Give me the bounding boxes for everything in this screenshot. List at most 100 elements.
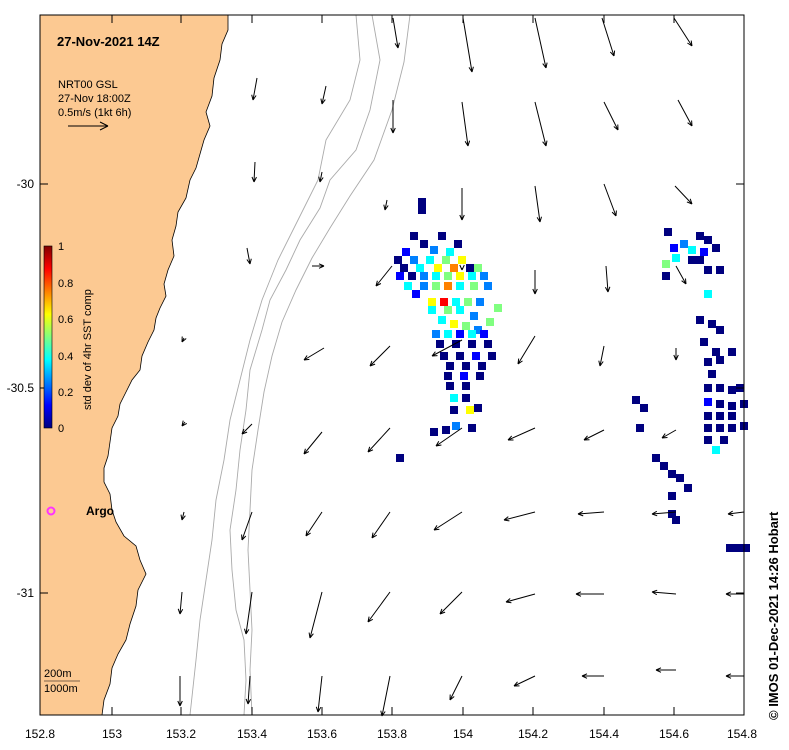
current-vector-arrow [651, 510, 677, 517]
current-vector-arrow [534, 185, 542, 223]
colorbar-tick: 0.4 [58, 351, 73, 363]
current-vector-arrow [505, 593, 536, 604]
current-vector-arrow [320, 85, 327, 105]
current-vector-arrow [575, 591, 604, 597]
current-vector-arrow [727, 510, 745, 517]
current-vector-arrow [303, 347, 325, 361]
vector-time-label: 27-Nov 18:00Z [58, 93, 131, 105]
vector-scale-label: 0.5m/s (1kt 6h) [58, 107, 131, 119]
x-tick-label: 153.4 [237, 727, 267, 741]
axis-ticks [39, 15, 745, 715]
current-vector-arrow [369, 345, 391, 367]
current-vectors [177, 17, 745, 717]
current-vector-arrow [246, 247, 252, 265]
current-vector-arrow [308, 591, 323, 639]
y-tick-label: -30.5 [7, 381, 35, 395]
current-vector-arrow [431, 339, 463, 357]
contour-1000m [247, 14, 411, 716]
current-vector-arrow [677, 99, 693, 127]
current-vector-arrow [177, 591, 184, 615]
map-title: 27-Nov-2021 14Z [57, 34, 160, 49]
credit-text: © IMOS 01-Dec-2021 14:26 Hobart [766, 511, 781, 720]
current-vector-arrow [390, 100, 396, 134]
current-vector-arrow [675, 265, 687, 285]
land-mass [39, 14, 229, 716]
colorbar-tick-labels: 0 0.2 0.4 0.6 0.8 1 [58, 241, 73, 435]
current-vector-arrow [725, 673, 744, 679]
contour-label-200m: 200m [44, 668, 72, 680]
x-tick-label: 154 [453, 727, 473, 741]
current-vector-arrow [251, 77, 258, 101]
colorbar-tick: 0.2 [58, 387, 73, 399]
colorbar-tick: 0 [58, 423, 64, 435]
current-vector-arrow [673, 348, 679, 361]
current-vector-arrow [367, 591, 391, 623]
contour-label-1000m: 1000m [44, 683, 78, 695]
current-vector-arrow [303, 431, 323, 455]
x-tick-label: 153.6 [307, 727, 337, 741]
bathymetry-contours [189, 14, 411, 716]
current-vector-arrow [177, 676, 183, 707]
current-vector-arrow [461, 101, 471, 147]
current-vector-arrow [674, 185, 693, 205]
colorbar-label: std dev of 4hr SST comp [82, 289, 94, 410]
y-axis-labels: -30 -30.5 -31 [7, 177, 35, 600]
x-tick-label: 153.8 [377, 727, 407, 741]
x-tick-label: 152.8 [25, 727, 55, 741]
scale-arrow-icon [68, 121, 109, 131]
current-vector-arrow [534, 101, 548, 147]
x-tick-label: 154.2 [518, 727, 548, 741]
current-vector-arrow [581, 673, 604, 679]
current-vector-arrow [312, 263, 325, 269]
current-vector-arrow [583, 429, 605, 441]
current-vector-arrow [392, 17, 400, 49]
x-axis-labels: 152.8 153 153.2 153.4 153.6 153.8 154 15… [25, 727, 757, 741]
current-vector-arrow [315, 675, 323, 713]
x-tick-label: 154.8 [727, 727, 757, 741]
current-vector-arrow [532, 270, 538, 295]
current-vector-arrow [251, 161, 257, 183]
argo-label: Argo [86, 504, 114, 518]
current-vector-arrow [517, 335, 536, 365]
current-vector-arrow [725, 591, 744, 597]
current-vector-arrow [439, 591, 463, 615]
current-vector-arrow [534, 17, 548, 69]
current-vector-arrow [459, 264, 465, 271]
current-vector-arrow [507, 427, 536, 441]
product-label: NRT00 GSL [58, 79, 118, 91]
current-vector-arrow [241, 423, 253, 435]
current-vector-arrow [459, 188, 465, 221]
current-vector-arrow [181, 420, 188, 427]
current-vector-arrow [180, 511, 186, 521]
current-vector-arrow [603, 101, 619, 131]
contour-inner [189, 14, 361, 716]
y-tick-label: -30 [17, 177, 35, 191]
current-vector-arrow [601, 17, 616, 57]
current-vector-arrow [449, 675, 463, 701]
current-vector-arrow [375, 265, 393, 287]
colorbar-tick: 0.6 [58, 314, 73, 326]
colorbar-tick: 1 [58, 241, 64, 253]
current-vector-arrow [655, 667, 676, 673]
x-tick-label: 153.2 [166, 727, 196, 741]
colorbar [43, 245, 53, 429]
current-vector-arrow [383, 199, 389, 211]
x-tick-label: 153 [102, 727, 122, 741]
current-vector-arrow [503, 511, 536, 522]
current-vector-arrow [661, 429, 677, 439]
current-vector-arrow [318, 171, 324, 183]
current-vector-arrow [598, 345, 605, 367]
current-vector-arrow [245, 675, 252, 705]
current-vector-arrow [513, 675, 536, 687]
current-vector-arrow [462, 17, 474, 73]
current-vector-arrow [371, 511, 391, 539]
x-tick-label: 154.4 [589, 727, 619, 741]
current-vector-arrow [435, 427, 463, 447]
argo-marker-icon [46, 506, 56, 516]
current-vector-arrow [433, 511, 463, 531]
current-vector-arrow [673, 17, 693, 47]
contour-200m [229, 14, 381, 716]
current-vector-arrow [181, 336, 187, 343]
current-vector-arrow [577, 510, 605, 517]
current-vector-arrow [604, 265, 611, 293]
